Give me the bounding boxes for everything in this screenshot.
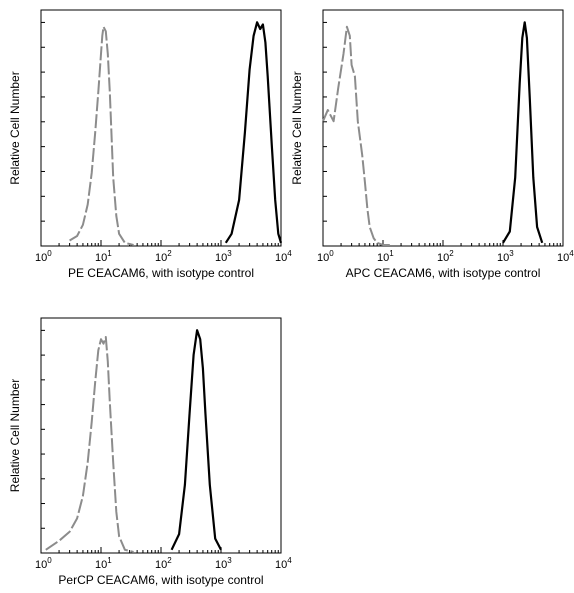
percp-x-tick-exponent: 1 <box>107 556 112 565</box>
pe-x-tick-base: 10 <box>95 252 107 264</box>
pe-x-tick-label: 102 <box>155 249 172 264</box>
pe-x-tick-label: 101 <box>95 249 112 264</box>
apc-x-tick-exponent: 3 <box>509 249 514 258</box>
percp-x-tick-exponent: 3 <box>227 556 232 565</box>
pe-x-tick-exponent: 1 <box>107 249 112 258</box>
percp-x-axis-title: PerCP CEACAM6, with isotype control <box>58 573 263 587</box>
percp-x-tick-label: 103 <box>215 556 232 571</box>
apc-y-axis-title: Relative Cell Number <box>290 71 304 184</box>
pe-x-tick-exponent: 0 <box>47 249 52 258</box>
apc-x-tick-base: 10 <box>317 252 329 264</box>
percp-x-tick-label: 100 <box>35 556 52 571</box>
pe-x-axis-title: PE CEACAM6, with isotype control <box>68 266 254 280</box>
percp-y-axis-title: Relative Cell Number <box>8 379 22 492</box>
apc-x-tick-exponent: 0 <box>329 249 334 258</box>
percp-stained-histogram-line <box>170 329 222 551</box>
apc-x-tick-label: 100 <box>317 249 334 264</box>
apc-x-tick-label: 102 <box>437 249 454 264</box>
pe-isotype-histogram-line <box>69 25 134 246</box>
apc-isotype-histogram-line <box>322 25 390 246</box>
pe-x-tick-exponent: 4 <box>287 249 292 258</box>
percp-x-tick-label: 101 <box>95 556 112 571</box>
apc-x-tick-exponent: 1 <box>389 249 394 258</box>
percp-x-tick-exponent: 4 <box>287 556 292 565</box>
apc-x-tick-base: 10 <box>497 252 509 264</box>
apc-x-tick-exponent: 4 <box>569 249 574 258</box>
apc-stained-histogram-line <box>502 21 544 244</box>
percp-x-tick-label: 104 <box>275 556 292 571</box>
apc-x-tick-base: 10 <box>437 252 449 264</box>
pe-x-tick-label: 100 <box>35 249 52 264</box>
apc-x-tick-label: 104 <box>557 249 574 264</box>
pe-x-tick-label: 104 <box>275 249 292 264</box>
pe-y-axis-title: Relative Cell Number <box>8 71 22 184</box>
apc-x-tick-label: 101 <box>377 249 394 264</box>
pe-x-tick-base: 10 <box>215 252 227 264</box>
percp-x-tick-base: 10 <box>95 559 107 571</box>
percp-x-tick-base: 10 <box>275 559 287 571</box>
pe-stained-histogram-line <box>224 21 283 244</box>
pe-x-tick-label: 103 <box>215 249 232 264</box>
percp-x-tick-base: 10 <box>215 559 227 571</box>
apc-x-tick-exponent: 2 <box>449 249 454 258</box>
percp-isotype-histogram-line <box>45 336 134 553</box>
percp-x-tick-base: 10 <box>35 559 47 571</box>
pe-x-tick-exponent: 2 <box>167 249 172 258</box>
apc-x-tick-base: 10 <box>377 252 389 264</box>
apc-x-tick-label: 103 <box>497 249 514 264</box>
pe-x-tick-base: 10 <box>155 252 167 264</box>
percp-x-tick-exponent: 0 <box>47 556 52 565</box>
percp-x-tick-exponent: 2 <box>167 556 172 565</box>
pe-x-tick-base: 10 <box>35 252 47 264</box>
pe-x-tick-base: 10 <box>275 252 287 264</box>
apc-x-tick-base: 10 <box>557 252 569 264</box>
percp-x-tick-base: 10 <box>155 559 167 571</box>
percp-x-tick-label: 102 <box>155 556 172 571</box>
apc-x-axis-title: APC CEACAM6, with isotype control <box>346 266 541 280</box>
pe-x-tick-exponent: 3 <box>227 249 232 258</box>
